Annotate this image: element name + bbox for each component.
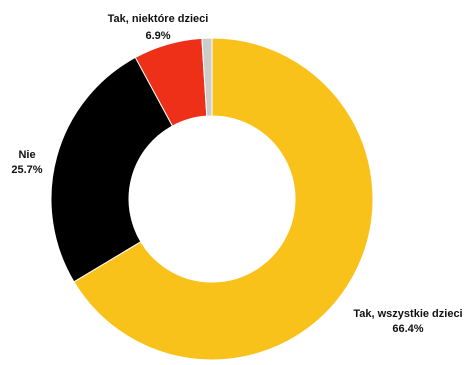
label-group-some-children: Tak, niektóre dzieci 6.9% [108,13,209,42]
donut-slices [50,37,374,361]
slice-value-some-children: 6.9% [145,30,170,42]
slice-label-some-children: Tak, niektóre dzieci [108,13,209,25]
label-group-all-children: Tak, wszystkie dzieci 66.4% [353,308,462,335]
slice-value-all-children: 66.4% [392,323,423,335]
slice-label-no: Nie [18,149,35,161]
slice-all-children [73,37,374,361]
slice-labels: Tak, wszystkie dzieci 66.4% Nie 25.7% Ta… [11,13,462,335]
slice-label-all-children: Tak, wszystkie dzieci [353,308,462,320]
slice-other [201,37,213,117]
label-group-no: Nie 25.7% [11,149,42,176]
slice-no [50,56,174,283]
slice-value-no: 25.7% [11,164,42,176]
